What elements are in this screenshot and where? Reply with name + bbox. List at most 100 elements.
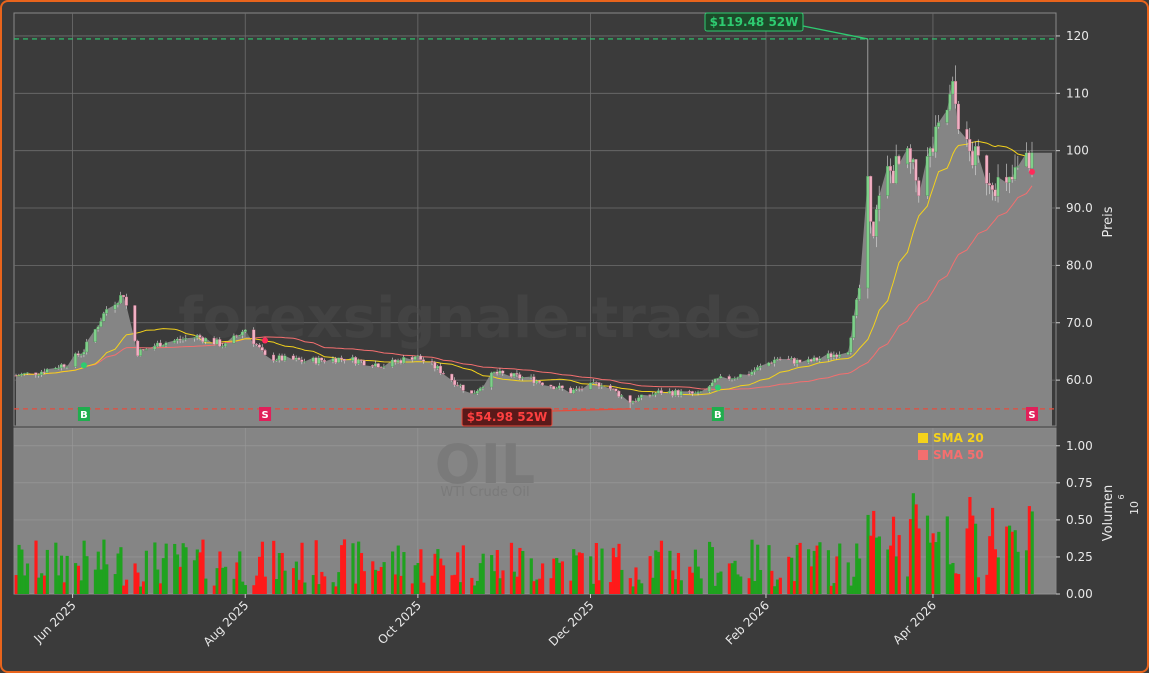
candle-body — [144, 349, 148, 351]
candle-body — [894, 155, 898, 184]
candle-body — [968, 139, 972, 152]
candle-body — [37, 374, 41, 376]
candle-body — [529, 376, 533, 378]
sell-signal-badge — [259, 407, 272, 421]
candle-body — [243, 329, 247, 332]
candle-body — [656, 390, 660, 394]
volume-bar — [173, 543, 177, 594]
candle-body — [908, 148, 912, 163]
volume-bar — [340, 545, 344, 594]
volume-bar — [478, 563, 482, 594]
volume-bar — [631, 586, 635, 594]
sma-20-line — [15, 140, 1033, 396]
volume-bar — [640, 583, 644, 594]
volume-bar — [93, 569, 98, 594]
volume-bar — [277, 553, 281, 594]
volume-bar — [1013, 530, 1017, 594]
volume-bar — [931, 533, 935, 594]
volume-bar — [144, 550, 148, 594]
volume-bar — [436, 549, 440, 594]
candle-body — [1030, 152, 1034, 169]
volume-bar — [699, 578, 703, 594]
candle-body — [730, 378, 734, 380]
candle-body — [390, 359, 394, 367]
volume-bar — [541, 563, 545, 594]
volume-bar — [560, 561, 564, 594]
volume-bar — [241, 581, 245, 594]
candle-body — [252, 329, 256, 345]
candle-body — [93, 329, 97, 343]
volume-bar — [954, 573, 958, 594]
volume-bar — [1027, 506, 1031, 594]
candle-body — [838, 354, 842, 358]
x-tick-label: Feb 2026 — [723, 598, 772, 647]
sma-50-path — [15, 185, 1033, 390]
volume-bar — [161, 558, 165, 594]
volume-tick-label: 1.00 — [1066, 439, 1093, 453]
volume-bar — [314, 540, 318, 594]
volume-bar — [258, 556, 262, 594]
candle-body — [532, 376, 536, 384]
candle-body — [871, 221, 876, 237]
candle-body — [119, 295, 123, 304]
volume-bar — [795, 544, 799, 594]
level-lines: $119.48 52W $54.98 52W — [14, 12, 1056, 427]
candle-body — [45, 369, 49, 373]
candle-body — [628, 395, 632, 403]
candle-body — [331, 358, 335, 362]
candle-body — [1024, 152, 1028, 167]
volume-bar — [809, 566, 814, 594]
volume-bar — [971, 515, 975, 594]
candle-body — [792, 358, 796, 364]
candle-body — [778, 358, 782, 360]
volume-bar — [362, 571, 366, 594]
candle-body — [965, 129, 969, 140]
candle-body — [458, 384, 462, 386]
high-52w-arrow — [802, 25, 868, 40]
candle-body — [857, 287, 861, 300]
candle-body — [161, 345, 165, 347]
candle-body — [639, 394, 643, 398]
volume-bar — [399, 575, 403, 594]
candle-body — [535, 380, 539, 384]
candle-body — [422, 359, 426, 362]
volume-bar — [948, 564, 952, 594]
volume-bar — [707, 541, 712, 594]
candle-body — [232, 335, 236, 344]
volume-bar — [133, 563, 137, 594]
candle-body — [931, 148, 935, 153]
candle-body — [555, 388, 559, 390]
candle-body — [82, 351, 86, 355]
volume-bar — [141, 581, 146, 594]
volume-bar — [589, 556, 593, 594]
candle-body — [314, 357, 318, 364]
volume-bar — [877, 536, 881, 594]
volume-bar — [215, 568, 219, 594]
candle-body — [716, 377, 720, 380]
volume-bar — [925, 515, 930, 594]
volume-bar — [1005, 526, 1009, 594]
volume-bar — [334, 586, 338, 594]
volume-bar — [628, 578, 632, 594]
volume-bar — [393, 574, 398, 594]
volume-bar — [238, 551, 242, 594]
volume-bar — [993, 549, 998, 594]
candle-body — [648, 394, 652, 396]
volume-bar — [974, 523, 978, 594]
candle-body — [651, 394, 655, 396]
candle-body — [829, 353, 833, 358]
candle-body — [719, 376, 723, 379]
volume-bar — [419, 549, 423, 594]
volume-bar — [928, 542, 932, 594]
x-axis: Jun 2025 Aug 2025 Oct 2025 Dec 2025 Feb 2026… — [31, 594, 939, 649]
volume-bar — [617, 543, 621, 594]
volume-bar — [153, 542, 157, 594]
volume-bar — [116, 553, 120, 594]
candle-body — [481, 386, 485, 389]
volume-bar — [985, 574, 989, 594]
volume-bar — [136, 572, 140, 594]
candle-body — [688, 391, 692, 393]
candle-body — [597, 382, 601, 387]
volume-bar — [430, 575, 434, 594]
volume-bar — [937, 531, 941, 594]
